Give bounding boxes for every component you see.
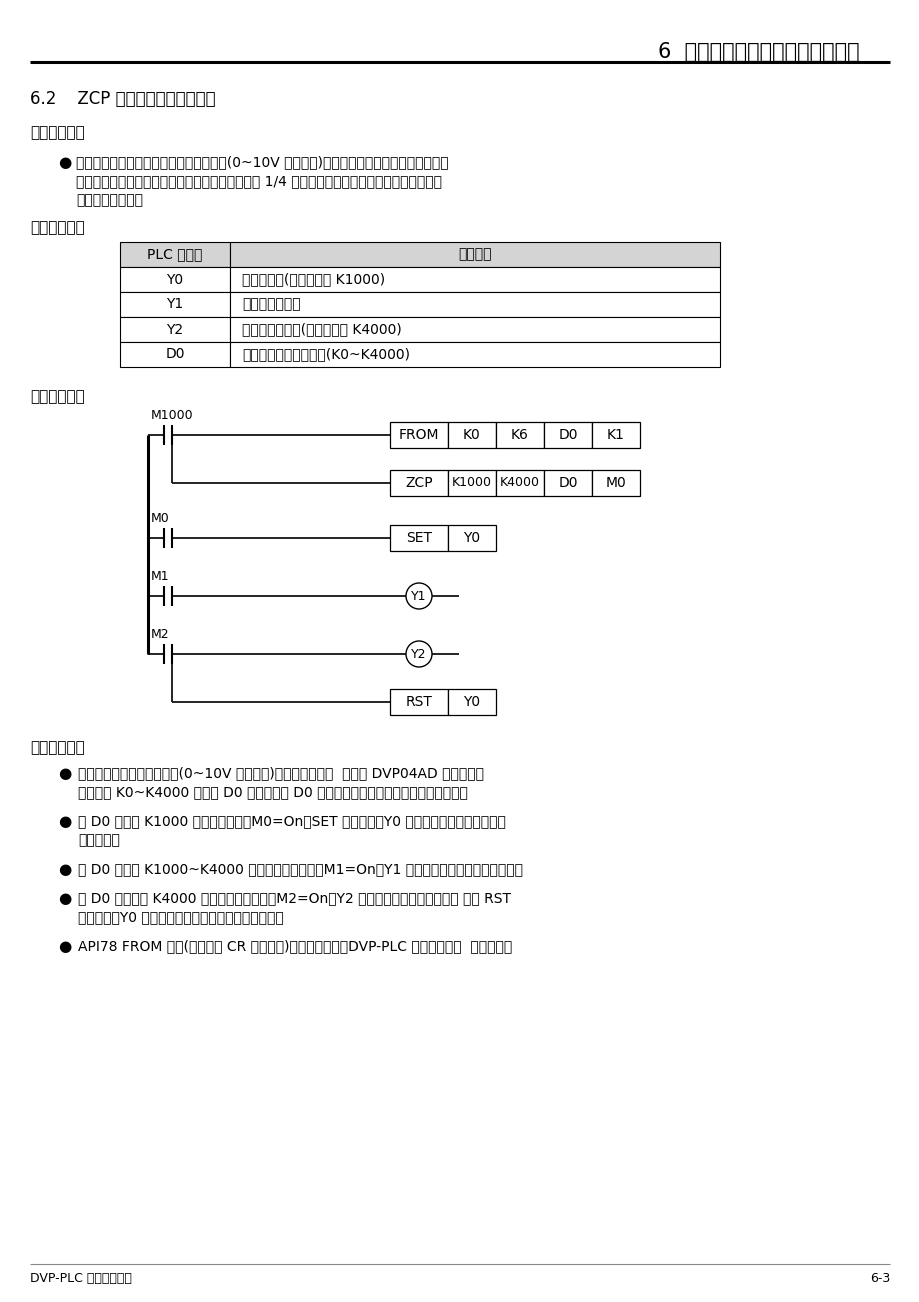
- Text: SET: SET: [405, 531, 432, 546]
- Text: M1: M1: [151, 570, 169, 583]
- Text: ●: ●: [58, 939, 71, 954]
- Bar: [230, 267, 720, 292]
- Bar: [119, 292, 230, 316]
- Text: 控制说明: 控制说明: [458, 247, 492, 262]
- Text: 水位到达警报器(上限设置値 K4000): 水位到达警报器(上限设置値 K4000): [242, 323, 402, 336]
- Text: Y1: Y1: [166, 297, 184, 311]
- Text: ●: ●: [58, 155, 71, 171]
- Text: 模拟式液位高度测量値(K0~K4000): 模拟式液位高度测量値(K0~K4000): [242, 348, 410, 362]
- Bar: [448, 689, 495, 715]
- Text: ZCP: ZCP: [404, 477, 432, 490]
- Text: M0: M0: [151, 512, 170, 525]
- Text: DVP-PLC 应用技术手册: DVP-PLC 应用技术手册: [30, 1272, 131, 1285]
- Text: 利用模拟式液位高度测量仪(0~10V 电压输出)测量水位高度，  经台达 DVP04AD 扩充模块转: 利用模拟式液位高度测量仪(0~10V 电压输出)测量水位高度， 经台达 DVP0…: [78, 766, 483, 780]
- Text: D0: D0: [558, 477, 577, 490]
- Bar: [119, 342, 230, 367]
- Text: D0: D0: [558, 428, 577, 441]
- Text: 【元件说明】: 【元件说明】: [30, 220, 85, 234]
- Bar: [448, 470, 495, 496]
- Text: M0: M0: [605, 477, 626, 490]
- Text: ●: ●: [58, 766, 71, 781]
- Bar: [591, 422, 640, 448]
- Text: ●: ●: [58, 862, 71, 878]
- Bar: [230, 292, 720, 316]
- Bar: [495, 470, 543, 496]
- Bar: [448, 525, 495, 551]
- Text: 当 D0 値小于 K1000 时，水位偏低，M0=On，SET 指令执行，Y0 被置位，给水阀开关打开，: 当 D0 値小于 K1000 时，水位偏低，M0=On，SET 指令执行，Y0 …: [78, 814, 505, 828]
- Text: 6  应用指令传送比较控制设计范例: 6 应用指令传送比较控制设计范例: [658, 42, 859, 62]
- Text: K4000: K4000: [499, 477, 539, 490]
- Text: ●: ●: [58, 891, 71, 906]
- Text: 指令执行，Y0 被复位，给水阀开关关闭，停止给水。: 指令执行，Y0 被复位，给水阀开关关闭，停止给水。: [78, 910, 283, 924]
- Text: Y2: Y2: [411, 647, 426, 660]
- Bar: [390, 422, 448, 448]
- Bar: [448, 422, 495, 448]
- Text: 6.2    ZCP 水塔水位高度警示控制: 6.2 ZCP 水塔水位高度警示控制: [30, 90, 215, 108]
- Text: Y2: Y2: [166, 323, 184, 336]
- Text: PLC 软元件: PLC 软元件: [147, 247, 202, 262]
- Text: 给水阀开关(下限设置値 K1000): 给水阀开关(下限设置値 K1000): [242, 272, 385, 286]
- Text: K1: K1: [607, 428, 624, 441]
- Text: Y0: Y0: [463, 695, 480, 710]
- Text: 当 D0 的値在 K1000~K4000 之间时，水位正常，M1=On，Y1 被导通，用水位正常指示灯亮。: 当 D0 的値在 K1000~K4000 之间时，水位正常，M1=On，Y1 被…: [78, 862, 522, 876]
- Text: 水位正常指示灯: 水位正常指示灯: [242, 297, 301, 311]
- Text: ●: ●: [58, 814, 71, 829]
- Text: 大型公用水塔利用模拟式液位高度测量仪(0~10V 电压输出)测量水位高度，进行水位的控制。: 大型公用水塔利用模拟式液位高度测量仪(0~10V 电压输出)测量水位高度，进行水…: [76, 155, 448, 169]
- Text: Y0: Y0: [463, 531, 480, 546]
- Text: 【控制程序】: 【控制程序】: [30, 389, 85, 404]
- Text: 当 D0 的値大于 K4000 时，水位到达上限，M2=On，Y2 被导通，水位到达警报器响 同时 RST: 当 D0 的値大于 K4000 时，水位到达上限，M2=On，Y2 被导通，水位…: [78, 891, 510, 905]
- Bar: [230, 316, 720, 342]
- Bar: [230, 242, 720, 267]
- Bar: [543, 470, 591, 496]
- Text: Y0: Y0: [166, 272, 184, 286]
- Bar: [119, 267, 230, 292]
- Bar: [591, 470, 640, 496]
- Text: 水位处于正常高度时，水位正常指示灯亮，水塔剩 1/4 水量时进行给水动作，水位到达上限时，: 水位处于正常高度时，水位正常指示灯亮，水塔剩 1/4 水量时进行给水动作，水位到…: [76, 174, 441, 187]
- Text: 【程序说明】: 【程序说明】: [30, 740, 85, 755]
- Text: 报警并停止给水。: 报警并停止给水。: [76, 193, 142, 207]
- Bar: [119, 242, 230, 267]
- Text: K0: K0: [462, 428, 481, 441]
- Bar: [543, 422, 591, 448]
- Bar: [230, 342, 720, 367]
- Text: 6-3: 6-3: [868, 1272, 889, 1285]
- Text: Y1: Y1: [411, 590, 426, 603]
- Text: M2: M2: [151, 628, 169, 641]
- Bar: [390, 525, 448, 551]
- Text: 【控制要求】: 【控制要求】: [30, 125, 85, 141]
- Text: K1000: K1000: [451, 477, 492, 490]
- Text: API78 FROM 指令(特殊模块 CR 数据读出)的用法请参考《DVP-PLC 应用技术手册  程序篇》。: API78 FROM 指令(特殊模块 CR 数据读出)的用法请参考《DVP-PL…: [78, 939, 512, 953]
- Text: K6: K6: [511, 428, 528, 441]
- Text: 开始给水。: 开始给水。: [78, 833, 119, 848]
- Text: 换成数値 K0~K4000 存放在 D0 中，通过对 D0 的値进行判断来控制水面处于正常高度。: 换成数値 K0~K4000 存放在 D0 中，通过对 D0 的値进行判断来控制水…: [78, 785, 468, 799]
- Bar: [495, 422, 543, 448]
- Text: RST: RST: [405, 695, 432, 710]
- Bar: [119, 316, 230, 342]
- Text: FROM: FROM: [398, 428, 438, 441]
- Bar: [390, 689, 448, 715]
- Text: M1000: M1000: [151, 409, 193, 422]
- Text: D0: D0: [165, 348, 185, 362]
- Bar: [390, 470, 448, 496]
